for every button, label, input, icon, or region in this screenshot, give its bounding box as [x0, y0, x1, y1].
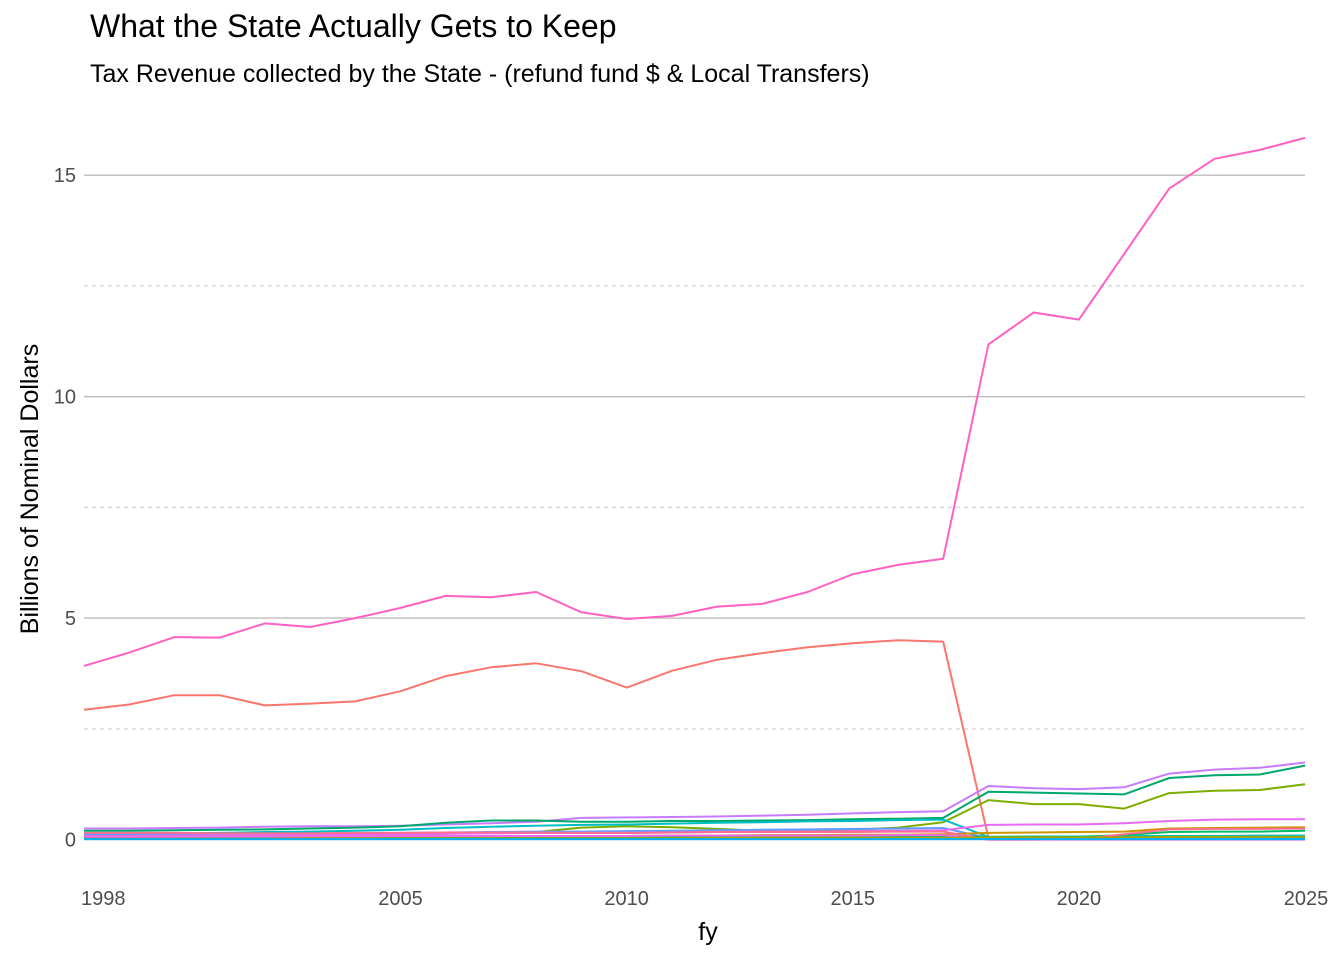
y-axis-title: Billions of Nominal Dollars — [16, 344, 44, 634]
series-line-3 — [84, 761, 1306, 830]
x-tick-label: 2005 — [378, 888, 423, 910]
y-tick-label: 0 — [65, 830, 76, 852]
x-axis-ticks: 1998 2005 2010 2015 2020 2025 — [81, 888, 1328, 910]
series-line-1 — [83, 136, 1306, 667]
y-tick-label: 10 — [54, 387, 76, 409]
series-lines — [83, 136, 1306, 841]
x-tick-label: 2015 — [831, 888, 876, 910]
x-tick-label: 2025 — [1284, 888, 1329, 910]
grid — [84, 174, 1305, 841]
y-tick-label: 5 — [65, 608, 76, 630]
x-tick-label: 1998 — [81, 888, 126, 910]
chart-title: What the State Actually Gets to Keep — [90, 8, 617, 44]
y-tick-label: 15 — [54, 165, 76, 187]
x-tick-label: 2010 — [604, 888, 649, 910]
x-axis-title: fy — [698, 918, 718, 946]
chart-subtitle: Tax Revenue collected by the State - (re… — [90, 60, 870, 88]
y-axis-ticks: 0 5 10 15 — [54, 165, 76, 851]
series-line-4 — [84, 764, 1306, 832]
x-tick-label: 2020 — [1057, 888, 1102, 910]
